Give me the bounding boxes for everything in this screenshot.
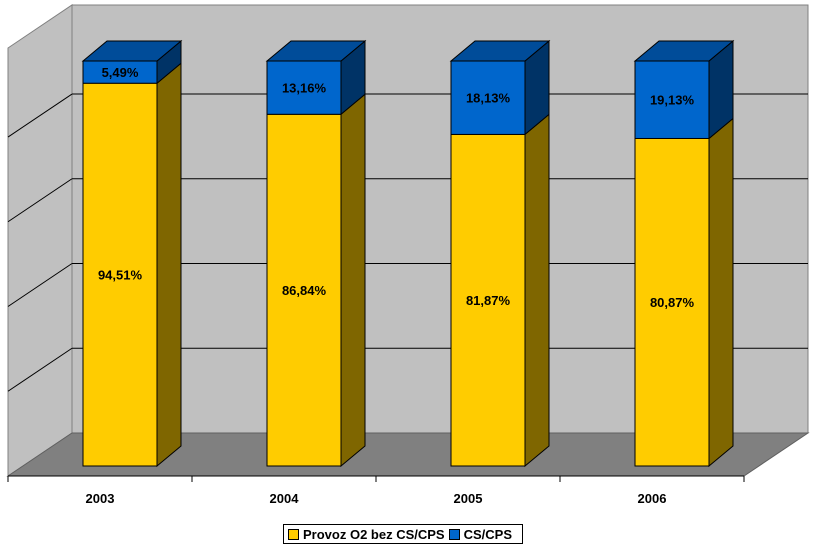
legend-swatch-provoz <box>288 528 299 540</box>
bars: 94,51% 5,49% 86,84% 13,16% 81,87% 18,13% 80,87… <box>81 39 735 468</box>
bar-group: 86,84% 13,16% <box>265 39 367 468</box>
bar-cs-cps <box>266 60 342 115</box>
gridline-side <box>7 93 73 138</box>
data-label-provoz: 80,87% <box>650 295 695 310</box>
bar-top-cs-cps <box>449 40 551 62</box>
side-wall <box>7 4 73 477</box>
bar-cs-cps <box>450 60 526 135</box>
data-label-cs-cps: 5,49% <box>102 65 139 80</box>
bar-provoz <box>634 137 710 467</box>
legend-swatch-cs-cps <box>448 528 460 540</box>
data-label-cs-cps: 18,13% <box>466 91 511 106</box>
bar-top-cs-cps <box>265 40 367 62</box>
bar-top-cs-cps <box>633 40 735 62</box>
x-tick-label: 2004 <box>270 491 300 506</box>
gridline-side <box>7 178 73 223</box>
bar-provoz <box>82 82 158 467</box>
legend-label-provoz: Provoz O2 bez CS/CPS <box>303 526 445 542</box>
legend-item-provoz: Provoz O2 bez CS/CPS <box>288 527 445 542</box>
legend-item-cs-cps: CS/CPS <box>448 526 512 542</box>
data-label-cs-cps: 19,13% <box>650 93 695 108</box>
x-axis-ticks <box>7 476 745 482</box>
data-label-provoz: 86,84% <box>282 283 327 298</box>
bar-group: 80,87% 19,13% <box>633 39 735 468</box>
bar-group: 81,87% 18,13% <box>449 39 551 468</box>
legend-label-cs-cps: CS/CPS <box>463 526 512 542</box>
bar-provoz <box>266 113 342 467</box>
bar-top-cs-cps <box>81 40 183 62</box>
bar-side-provoz <box>524 113 550 468</box>
bar-side-provoz <box>156 62 182 468</box>
bar-cs-cps <box>634 60 710 139</box>
bar-group: 94,51% 5,49% <box>81 39 183 468</box>
bar-side-provoz <box>708 117 734 468</box>
x-tick-label: 2006 <box>638 491 667 506</box>
x-axis-labels: 2003 2004 2005 2006 <box>86 491 667 506</box>
legend: Provoz O2 bez CS/CPS CS/CPS <box>283 524 523 544</box>
data-label-cs-cps: 13,16% <box>282 81 327 96</box>
gridline-side <box>7 263 73 307</box>
data-label-provoz: 81,87% <box>466 293 511 308</box>
bar-side-provoz <box>340 93 366 468</box>
data-label-provoz: 94,51% <box>98 268 143 283</box>
gridline-side <box>7 347 73 392</box>
x-tick-label: 2003 <box>86 491 115 506</box>
bar-provoz <box>450 133 526 467</box>
x-tick-label: 2005 <box>454 491 483 506</box>
